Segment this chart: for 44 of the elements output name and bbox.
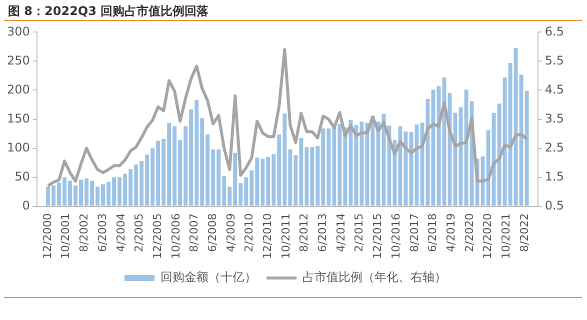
- y-tick-label: 100: [7, 140, 30, 154]
- x-tick-label: 12/2020: [481, 213, 494, 260]
- y-tick-label: 300: [7, 24, 30, 38]
- x-tick-label: 4/2014: [334, 213, 348, 252]
- x-tick-label: 2/2010: [242, 213, 256, 252]
- y-tick-label: 0: [22, 198, 30, 212]
- y2-tick-label: 1.5: [544, 169, 564, 184]
- y2-tick-label: 4.5: [544, 82, 564, 96]
- y2-tick-label: 6.5: [544, 24, 564, 38]
- x-tick-label: 6/2003: [96, 213, 109, 252]
- x-tick-label: 4/2009: [224, 213, 238, 252]
- y-tick-label: 250: [7, 53, 30, 68]
- y-tick-label: 50: [14, 169, 30, 184]
- x-tick-label: 10/2021: [499, 213, 512, 260]
- y2-tick-label: 5.5: [544, 53, 564, 68]
- x-tick-label: 6/2018: [426, 213, 440, 252]
- x-tick-label: 12/2010: [261, 213, 274, 260]
- x-tick-label: 12/2000: [40, 213, 54, 260]
- x-tick-label: 6/2008: [206, 213, 219, 252]
- x-tick-label: 6/2013: [316, 213, 330, 252]
- x-tick-label: 12/2005: [150, 213, 164, 260]
- legend-label: 占市值比例（年化、右轴）: [302, 270, 446, 284]
- y2-tick-label: 2.5: [544, 140, 564, 154]
- y-tick-label: 200: [7, 82, 30, 96]
- x-tick-label: 8/2007: [188, 213, 201, 252]
- legend-label: 回购金额（十亿）: [160, 270, 256, 284]
- x-tick-label: 2/2015: [352, 213, 366, 252]
- y2-tick-label: 0.5: [544, 198, 564, 212]
- x-tick-label: 10/2016: [389, 213, 402, 260]
- x-tick-label: 12/2015: [371, 213, 384, 260]
- chart-title: 图 8：2022Q3 回购占市值比例回落: [8, 3, 209, 20]
- x-tick-label: 8/2022: [518, 213, 531, 252]
- x-tick-label: 2/2020: [462, 213, 476, 252]
- x-tick-label: 8/2002: [78, 213, 91, 252]
- x-tick-label: 10/2001: [59, 213, 72, 260]
- x-tick-label: 10/2006: [169, 213, 182, 260]
- x-tick-label: 8/2012: [298, 213, 311, 252]
- x-tick-label: 2/2005: [132, 213, 146, 252]
- x-tick-label: 4/2019: [444, 213, 458, 252]
- x-tick-label: 4/2004: [114, 213, 128, 252]
- y2-tick-label: 3.5: [544, 111, 564, 126]
- x-tick-label: 10/2011: [279, 213, 292, 260]
- y-tick-label: 150: [7, 111, 30, 126]
- x-tick-label: 8/2017: [408, 213, 421, 252]
